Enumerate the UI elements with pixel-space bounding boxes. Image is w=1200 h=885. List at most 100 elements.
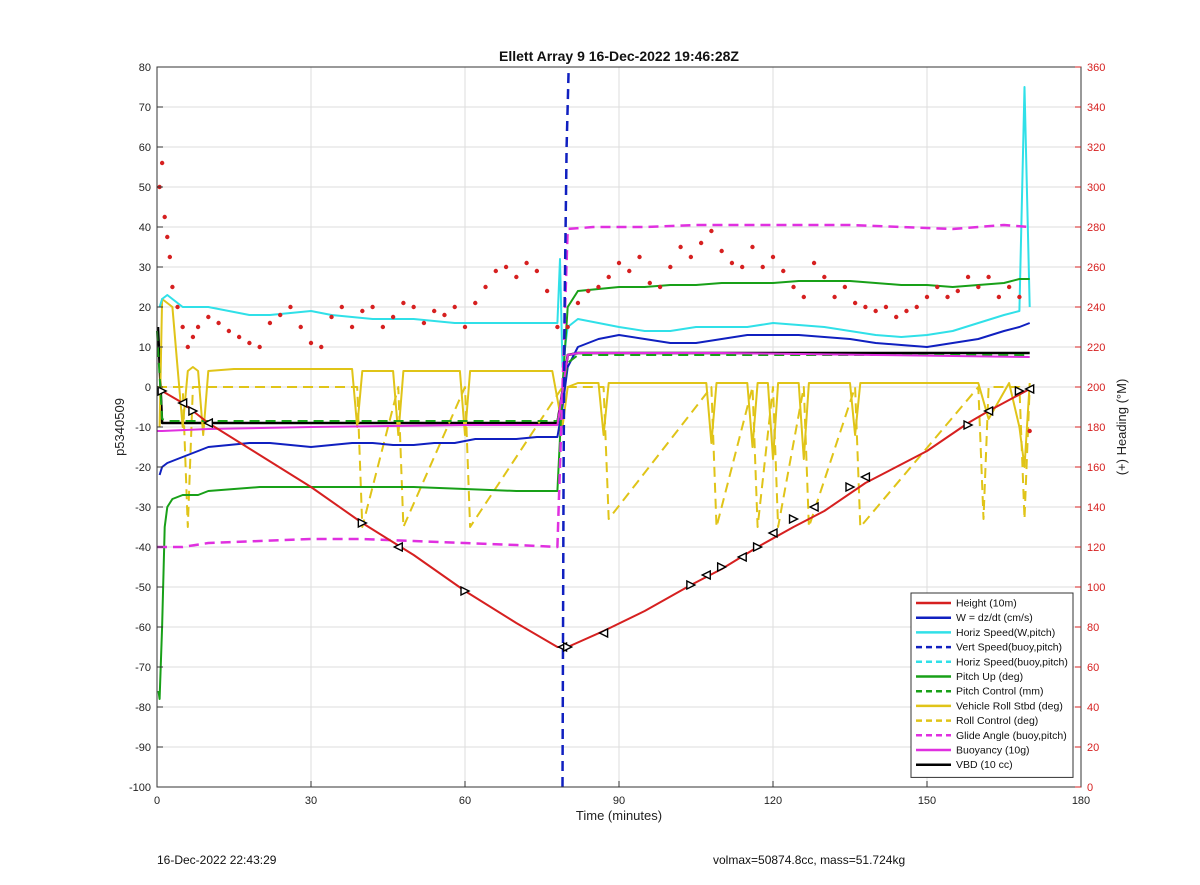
marker-triangle-9 — [598, 627, 609, 639]
footer-timestamp: 16-Dec-2022 22:43:29 — [157, 853, 277, 867]
y2-tick-8: 160 — [1087, 462, 1105, 474]
y-tick-10: 0 — [145, 382, 151, 394]
y2-tick-17: 340 — [1087, 102, 1105, 114]
heading-point-36 — [462, 324, 468, 330]
y-tick-18: 80 — [139, 62, 151, 74]
heading-point-40 — [503, 264, 509, 270]
heading-point-72 — [832, 294, 837, 300]
heading-point-42 — [524, 260, 529, 266]
y-tick-2: -80 — [135, 702, 151, 714]
y2-tick-3: 60 — [1087, 662, 1099, 674]
heading-point-78 — [894, 314, 899, 320]
heading-point-10 — [195, 324, 201, 330]
marker-triangle-23 — [1024, 383, 1035, 395]
heading-point-26 — [360, 308, 365, 314]
heading-point-43 — [534, 268, 540, 274]
x-tick-2: 60 — [459, 795, 471, 807]
y-tick-11: 10 — [139, 342, 151, 354]
heading-point-79 — [904, 308, 909, 314]
marker-triangle-5 — [392, 541, 403, 553]
marker-triangle-2 — [188, 405, 199, 417]
heading-point-76 — [873, 308, 878, 314]
heading-point-4 — [167, 254, 173, 260]
heading-point-70 — [811, 260, 817, 266]
heading-point-52 — [627, 268, 632, 274]
chart-title: Ellett Array 9 16-Dec-2022 19:46:28Z — [499, 48, 739, 64]
legend-label-8: Roll Control (deg) — [956, 715, 1038, 727]
series-9 — [157, 223, 1030, 549]
heading-point-23 — [329, 314, 334, 320]
legend-label-5: Pitch Up (deg) — [956, 671, 1023, 683]
heading-point-60 — [709, 228, 714, 234]
y-tick-1: -90 — [135, 742, 151, 754]
marker-triangle-21 — [983, 405, 994, 417]
y2-tick-14: 280 — [1087, 222, 1105, 234]
legend: Height (10m) W = dz/dt (cm/s) Horiz Speed(… — [910, 592, 1074, 778]
marker-triangle-22 — [1014, 385, 1025, 397]
heading-point-58 — [688, 254, 694, 260]
y-tick-17: 70 — [139, 102, 151, 114]
legend-label-2: Horiz Speed(W,pitch) — [956, 627, 1055, 639]
marker-triangle-16 — [788, 513, 800, 525]
heading-point-37 — [473, 300, 478, 306]
marker-triangle-17 — [808, 501, 819, 513]
legend-label-3: Vert Speed(buoy,pitch) — [956, 642, 1062, 654]
heading-point-74 — [852, 300, 858, 306]
y-tick-13: 30 — [139, 262, 151, 274]
y-tick-5: -50 — [135, 582, 151, 594]
heading-point-82 — [935, 284, 940, 290]
heading-point-83 — [945, 294, 950, 300]
y2-tick-4: 80 — [1087, 622, 1099, 634]
heading-point-89 — [1006, 284, 1012, 290]
heading-point-62 — [729, 260, 735, 266]
x-tick-1: 30 — [305, 795, 317, 807]
heading-point-29 — [390, 314, 396, 320]
heading-point-31 — [411, 304, 416, 310]
heading-point-63 — [740, 264, 745, 270]
footer-volmax-mass: volmax=50874.8cc, mass=51.724kg — [713, 853, 906, 867]
heading-point-90 — [1017, 294, 1022, 300]
heading-point-2 — [162, 214, 167, 220]
x-tick-5: 150 — [918, 795, 936, 807]
heading-point-59 — [698, 240, 704, 246]
marker-triangle-0 — [157, 385, 168, 397]
series-5 — [157, 278, 1030, 700]
heading-point-15 — [247, 340, 252, 346]
y2-tick-2: 40 — [1087, 702, 1099, 714]
heading-point-13 — [226, 328, 232, 334]
marker-triangle-10 — [686, 579, 697, 591]
y-tick-7: -30 — [135, 502, 151, 514]
y-tick-3: -70 — [135, 662, 151, 674]
marker-triangle-14 — [752, 541, 764, 553]
marker-triangle-11 — [700, 569, 711, 581]
legend-label-9: Glide Angle (buoy,pitch) — [956, 730, 1067, 742]
heading-point-39 — [493, 268, 498, 274]
y2-tick-5: 100 — [1087, 582, 1105, 594]
heading-point-25 — [349, 324, 355, 330]
heading-point-47 — [575, 300, 581, 306]
heading-point-53 — [637, 254, 642, 260]
x-tick-4: 120 — [764, 795, 782, 807]
heading-point-80 — [914, 304, 919, 310]
series-7 — [158, 298, 1031, 468]
series-0 — [156, 386, 1031, 648]
y-tick-16: 60 — [139, 142, 151, 154]
heading-point-41 — [514, 274, 519, 280]
heading-point-9 — [190, 334, 196, 340]
heading-point-34 — [442, 312, 447, 318]
y2-axis-label: (+) Heading (°M) — [1114, 379, 1129, 476]
legend-box — [910, 592, 1074, 778]
legend-label-7: Vehicle Roll Stbd (deg) — [956, 700, 1063, 712]
series-10 — [157, 352, 1030, 432]
heading-point-24 — [339, 304, 344, 310]
x-axis-label: Time (minutes) — [576, 808, 662, 823]
marker-triangle-15 — [767, 527, 778, 539]
y2-tick-10: 200 — [1087, 382, 1105, 394]
heading-point-77 — [883, 304, 889, 310]
y-tick-6: -40 — [135, 542, 151, 554]
heading-point-44 — [544, 288, 550, 294]
legend-label-6: Pitch Control (mm) — [956, 686, 1044, 698]
marker-triangle-12 — [716, 561, 728, 573]
y2-tick-11: 220 — [1087, 342, 1105, 354]
heading-point-11 — [206, 314, 211, 320]
